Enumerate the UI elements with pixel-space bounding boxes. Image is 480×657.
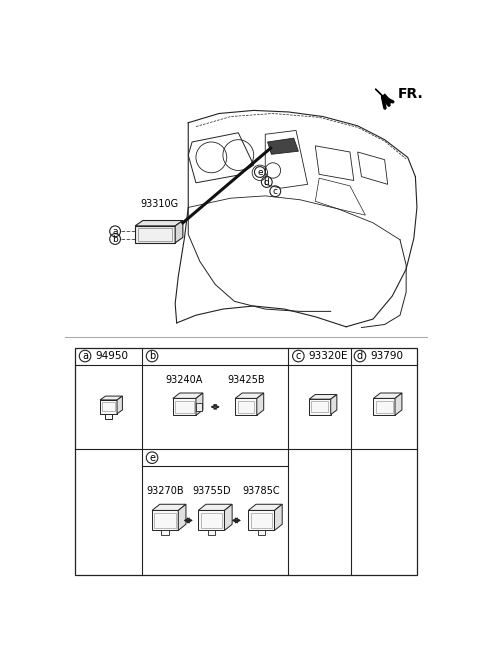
Bar [309,399,331,415]
Bar [135,226,175,243]
Text: 93270B: 93270B [146,486,184,496]
Text: a: a [112,227,118,236]
Text: e: e [149,453,155,463]
Bar [106,414,112,419]
Polygon shape [373,393,402,398]
Text: b: b [112,235,118,244]
Polygon shape [175,221,183,243]
Text: 93310G: 93310G [141,199,179,209]
Text: FR.: FR. [398,87,423,101]
Bar [373,398,395,415]
Polygon shape [309,395,337,399]
Bar [312,401,328,412]
Polygon shape [275,505,282,530]
Bar [207,530,215,535]
Bar [152,510,178,530]
Text: e: e [257,168,263,177]
Bar [100,400,117,414]
Bar [155,512,176,528]
Polygon shape [117,396,122,414]
Text: 93755D: 93755D [192,486,231,496]
Polygon shape [100,396,122,400]
Text: d: d [264,177,270,187]
Bar [235,398,257,415]
Polygon shape [178,505,186,530]
Polygon shape [331,395,337,415]
Polygon shape [225,505,232,530]
Text: 93790: 93790 [370,351,403,361]
Bar [75,348,417,575]
Bar [161,530,169,535]
Polygon shape [395,393,402,415]
Polygon shape [235,393,264,398]
Bar [198,510,225,530]
Text: 94950: 94950 [95,351,128,361]
Text: 93785C: 93785C [242,486,280,496]
Bar [102,402,115,411]
Bar [175,401,193,413]
Bar [258,530,265,535]
Text: c: c [273,187,278,196]
Bar [251,512,272,528]
Polygon shape [196,393,203,415]
Polygon shape [375,89,388,101]
Polygon shape [173,393,203,398]
Bar [173,398,196,415]
Text: 93425B: 93425B [227,375,265,385]
Bar [138,228,172,240]
Bar [376,401,393,413]
Text: c: c [296,351,301,361]
Polygon shape [257,393,264,415]
Text: 93240A: 93240A [166,375,203,385]
Polygon shape [248,505,282,510]
Text: a: a [82,351,88,361]
Text: d: d [357,351,363,361]
Text: b: b [149,351,155,361]
Bar [238,401,254,413]
Text: 93320E: 93320E [308,351,348,361]
Bar [248,510,275,530]
Polygon shape [152,505,186,510]
Bar [196,403,202,411]
Bar [201,512,222,528]
Polygon shape [135,221,183,226]
Polygon shape [267,138,299,154]
Polygon shape [198,505,232,510]
